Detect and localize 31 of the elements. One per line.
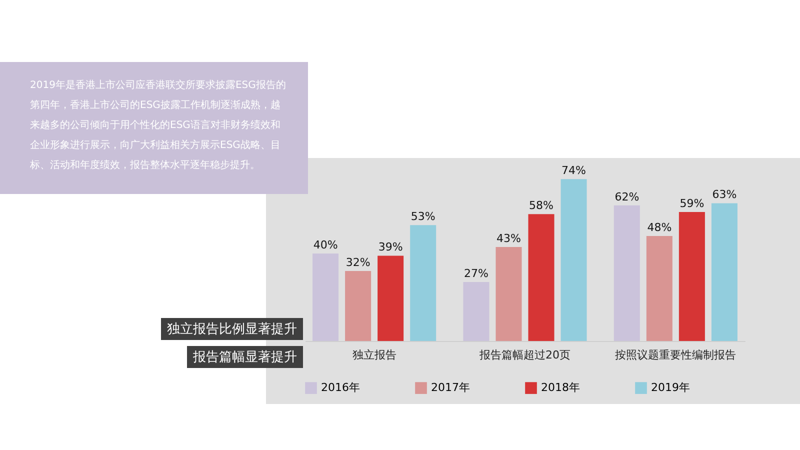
data-label: 27% — [464, 266, 488, 280]
data-label: 48% — [647, 221, 672, 234]
legend-label: 2016年 — [321, 381, 360, 394]
x-tick-label: 按照议题重要性编制报告 — [615, 348, 736, 362]
bar — [496, 246, 522, 341]
legend-label: 2017年 — [431, 381, 470, 394]
data-label: 32% — [346, 256, 370, 269]
legend-label: 2019年 — [651, 381, 690, 394]
text: 独立报告比例显著提升 — [161, 318, 303, 340]
bar — [528, 214, 554, 341]
bar — [711, 203, 738, 341]
bar — [410, 225, 436, 341]
data-label: 62% — [614, 190, 640, 204]
data-label: 39% — [378, 240, 403, 254]
bar — [378, 256, 404, 341]
data-label: 59% — [680, 196, 704, 210]
bar — [345, 271, 372, 341]
bar — [646, 236, 672, 341]
data-label: 58% — [529, 199, 554, 212]
text-panel: 2019年是香港上市公司应香港联交所要求披露ESG报告的第四年，香港上市公司的ESG披露工作机制逐渐成熟，越来越多的公司倾向于用个性化的ESG语言对非财务绩效和企业形象进行展示，向广大利益相关方展示ESG战略、目标、活动和年度绩效，报告整体水平逐年稳步提升。 — [0, 62, 308, 194]
data-label: 53% — [410, 210, 436, 224]
bar — [560, 179, 587, 341]
bar — [678, 212, 705, 341]
legend-label: 2018年 — [541, 381, 580, 394]
data-label: 40% — [313, 238, 338, 252]
x-tick-label: 独立报告 — [352, 348, 396, 362]
data-label: 74% — [562, 164, 586, 178]
data-label: 63% — [712, 188, 737, 202]
text: 报告篇幅显著提升 — [187, 346, 303, 368]
x-tick-label: 报告篇幅超过20页 — [478, 348, 570, 362]
data-label: 43% — [496, 232, 521, 245]
